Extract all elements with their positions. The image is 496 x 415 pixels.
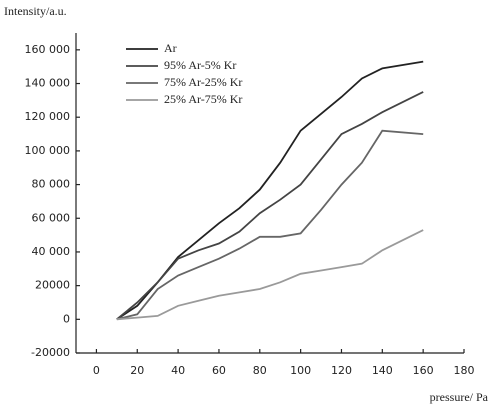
x-tick-label: 180 <box>454 364 475 377</box>
series-line <box>116 129 424 321</box>
y-tick-label: 80 000 <box>32 178 71 191</box>
series-line <box>116 229 424 321</box>
y-tick-label: 120 000 <box>25 110 71 123</box>
x-tick-label: 80 <box>253 364 267 377</box>
x-tick-label: 100 <box>290 364 311 377</box>
y-tick-label: 20000 <box>35 279 70 292</box>
y-tick-label: 140 000 <box>25 77 71 90</box>
x-tick-label: 160 <box>413 364 434 377</box>
y-axis-label: Intensity/a.u. <box>4 4 67 18</box>
series-line <box>116 91 424 320</box>
x-tick-label: 140 <box>372 364 393 377</box>
legend-label: 95% Ar-5% Kr <box>164 58 236 72</box>
x-tick-label: 0 <box>93 364 100 377</box>
y-tick-label: 40 000 <box>32 245 71 258</box>
x-tick-label: 20 <box>130 364 144 377</box>
x-axis-label: pressure/ Pa <box>430 390 489 404</box>
x-tick-label: 120 <box>331 364 352 377</box>
x-tick-label: 40 <box>171 364 185 377</box>
legend-label: 75% Ar-25% Kr <box>164 75 242 89</box>
y-tick-label: 0 <box>63 312 70 325</box>
x-tick-label: 60 <box>212 364 226 377</box>
y-tick-label: -20000 <box>31 346 70 359</box>
y-tick-label: 100 000 <box>25 144 71 157</box>
y-tick-label: 60 000 <box>32 211 71 224</box>
y-tick-label: 160 000 <box>25 43 71 56</box>
legend-label: 25% Ar-75% Kr <box>164 92 242 106</box>
series-line <box>116 60 424 321</box>
legend-label: Ar <box>164 41 177 55</box>
